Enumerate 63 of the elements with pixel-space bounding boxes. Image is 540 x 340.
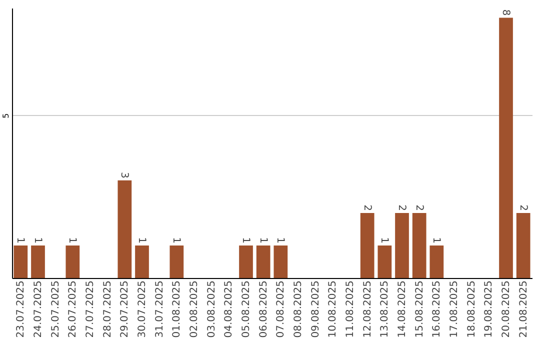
data-label: 1: [14, 237, 26, 244]
data-label: 1: [430, 237, 442, 244]
x-tick-label: 24.07.2025: [33, 280, 44, 338]
data-label: 2: [517, 204, 528, 211]
x-tick-label: 08.08.2025: [293, 280, 304, 338]
x-tick-label: 31.07.2025: [154, 280, 166, 338]
x-tick-label: 19.08.2025: [484, 280, 495, 338]
x-tick-label: 26.07.2025: [68, 280, 79, 338]
x-tick-label: 25.07.2025: [50, 280, 62, 338]
x-tick-label: 21.08.2025: [518, 280, 530, 338]
data-label: 1: [257, 237, 268, 244]
bar: [395, 212, 409, 278]
x-tick-label: 28.07.2025: [102, 280, 114, 338]
x-tick-label: 16.08.2025: [432, 280, 443, 338]
bar: [274, 245, 288, 278]
bar: [170, 245, 184, 278]
x-tick-label: 04.08.2025: [224, 280, 235, 338]
x-tick-label: 20.08.2025: [501, 280, 512, 338]
bar: [66, 245, 80, 278]
x-tick-label: 15.08.2025: [414, 280, 426, 338]
bar: [412, 212, 426, 278]
data-label: 2: [361, 204, 372, 211]
bar: [430, 245, 444, 278]
x-tick-label: 27.07.2025: [85, 280, 96, 338]
x-tick-label: 23.07.2025: [16, 280, 27, 338]
data-label: 8: [500, 9, 511, 16]
x-tick-label: 11.08.2025: [345, 280, 356, 338]
x-tick-label: 02.08.2025: [189, 280, 200, 338]
bar: [499, 18, 513, 278]
data-label: 1: [274, 237, 286, 244]
x-tick-label: 29.07.2025: [120, 280, 131, 338]
bar: [239, 245, 253, 278]
data-label: 1: [66, 237, 78, 244]
bar: [14, 245, 28, 278]
data-label: 2: [413, 204, 424, 211]
x-tick-label: 10.08.2025: [328, 280, 339, 338]
data-label: 1: [32, 237, 43, 244]
x-tick-label: 14.08.2025: [397, 280, 408, 338]
bar: [516, 212, 530, 278]
x-tick-label: 18.08.2025: [466, 280, 478, 338]
bar: [118, 180, 132, 278]
x-tick-label: 09.08.2025: [310, 280, 322, 338]
data-label: 1: [136, 237, 147, 244]
bar: [256, 245, 270, 278]
x-tick-label: 30.07.2025: [137, 280, 148, 338]
data-label: 1: [378, 237, 390, 244]
data-label: 1: [170, 237, 182, 244]
x-tick-label: 05.08.2025: [241, 280, 252, 338]
bar: [31, 245, 45, 278]
bar: [378, 245, 392, 278]
x-tick-label: 13.08.2025: [380, 280, 391, 338]
data-label: 1: [240, 237, 251, 244]
x-tick-label: 03.08.2025: [206, 280, 218, 338]
x-tick-label: 01.08.2025: [172, 280, 183, 338]
x-tick-label: 07.08.2025: [276, 280, 287, 338]
bar: [135, 245, 149, 278]
x-tick-label: 17.08.2025: [449, 280, 460, 338]
x-tick-label: 12.08.2025: [362, 280, 374, 338]
x-tick-label: 06.08.2025: [258, 280, 270, 338]
bar: [360, 212, 374, 278]
y-tick-label: 5: [2, 113, 10, 118]
data-label: 2: [396, 204, 407, 211]
data-label: 3: [118, 172, 130, 178]
